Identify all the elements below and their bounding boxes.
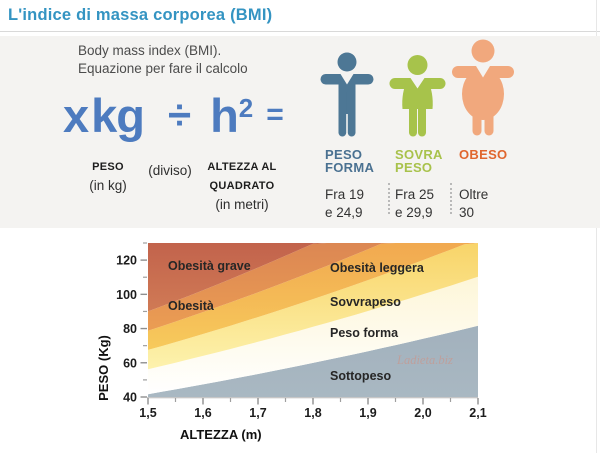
collar-notch: [410, 78, 425, 89]
x-tick-label: 1,5: [139, 406, 156, 420]
category-sovrappeso: SOVRA PESO Fra 25 e 29,9: [395, 148, 451, 222]
denominator-caption: ALTEZZA AL QUADRATO (in metri): [198, 158, 286, 213]
formula-weight-symbol: x: [63, 88, 89, 142]
chart-band-1: [148, 276, 478, 395]
category-name: PESO FORMA: [325, 147, 375, 175]
page-title: L'indice di massa corporea (BMI): [8, 6, 273, 24]
x-tick-label: 1,7: [249, 406, 266, 420]
operator-caption: (diviso): [138, 162, 202, 179]
bmi-formula: x kg ÷ h2 =: [63, 86, 284, 144]
chart-bands: [148, 243, 478, 397]
collar-notch: [476, 66, 490, 78]
x-tick-label: 2,0: [414, 406, 431, 420]
obese-person-icon: [452, 39, 514, 136]
formula-exponent: 2: [238, 92, 254, 123]
chart-band-0: [148, 325, 478, 397]
category-name: SOVRA PESO: [395, 147, 443, 175]
y-tick-label: 80: [123, 322, 137, 336]
x-tick-label: 2,1: [469, 406, 486, 420]
chart-band-4: [148, 243, 478, 331]
y-axis-title: PESO (Kg): [96, 335, 111, 401]
watermark: Ladieta.biz: [396, 353, 453, 367]
band-label-obesita: Obesità: [168, 299, 214, 313]
numerator-caption: PESO (in kg): [77, 158, 139, 194]
bmi-chart: 40 60 80 100 120 1,5 1,6 1,7 1,8 1,9 2,0 2,1 Obesit…: [96, 242, 487, 442]
chart-band-3: [148, 243, 478, 350]
band-label-sottopeso: Sottopeso: [330, 369, 391, 383]
range-separator: [388, 183, 390, 214]
category-range: Fra 25 e 29,9: [395, 187, 435, 220]
formula-kg-unit: kg: [91, 88, 145, 142]
denominator-label-1: ALTEZZA AL: [207, 161, 277, 173]
category-name: OBESO: [459, 147, 508, 162]
denominator-label-2: QUADRATO: [209, 180, 275, 192]
title-divider: [0, 31, 600, 32]
band-label-sovrappeso: Sovvrapeso: [330, 295, 401, 309]
collar-notch: [340, 74, 354, 85]
divide-sign: ÷: [168, 91, 191, 138]
x-axis-title: ALTEZZA (m): [180, 427, 262, 442]
category-obeso: OBESO Oltre 30: [459, 148, 515, 222]
operator-label: (diviso): [148, 163, 192, 178]
formula-panel: Body mass index (BMI). Equazione per far…: [0, 36, 600, 228]
numerator-label: PESO: [92, 161, 124, 173]
chart-band-5: [148, 243, 478, 312]
denominator-unit: (in metri): [215, 197, 269, 212]
slim-person-icon: [320, 52, 374, 137]
category-range: Fra 19 e 24,9: [325, 187, 365, 220]
y-tick-label: 120: [116, 254, 137, 268]
chart-axes: 40 60 80 100 120 1,5 1,6 1,7 1,8 1,9 2,0 2,1: [116, 242, 487, 420]
band-label-peso-forma: Peso forma: [330, 326, 399, 340]
equals-sign: =: [266, 98, 284, 131]
chart-band-2: [148, 243, 478, 370]
intro-line-1: Body mass index (BMI).: [78, 43, 222, 58]
x-tick-label: 1,9: [359, 406, 376, 420]
range-separator: [450, 183, 452, 214]
band-label-obesita-leggera: Obesità leggera: [330, 261, 425, 275]
overweight-person-icon: [389, 55, 446, 137]
intro-text: Body mass index (BMI). Equazione per far…: [78, 42, 248, 78]
y-tick-label: 40: [123, 391, 137, 405]
numerator-unit: (in kg): [89, 178, 127, 193]
category-peso-forma: PESO FORMA Fra 19 e 24,9: [325, 148, 385, 222]
y-tick-label: 60: [123, 356, 137, 370]
x-tick-label: 1,6: [194, 406, 211, 420]
intro-line-2: Equazione per fare il calcolo: [78, 61, 248, 76]
formula-height-symbol: h2: [210, 88, 254, 142]
band-label-obesita-grave: Obesità grave: [168, 259, 251, 273]
y-tick-label: 100: [116, 288, 137, 302]
category-range: Oltre 30: [459, 187, 489, 220]
x-tick-label: 1,8: [304, 406, 321, 420]
formula-h: h: [210, 88, 239, 142]
